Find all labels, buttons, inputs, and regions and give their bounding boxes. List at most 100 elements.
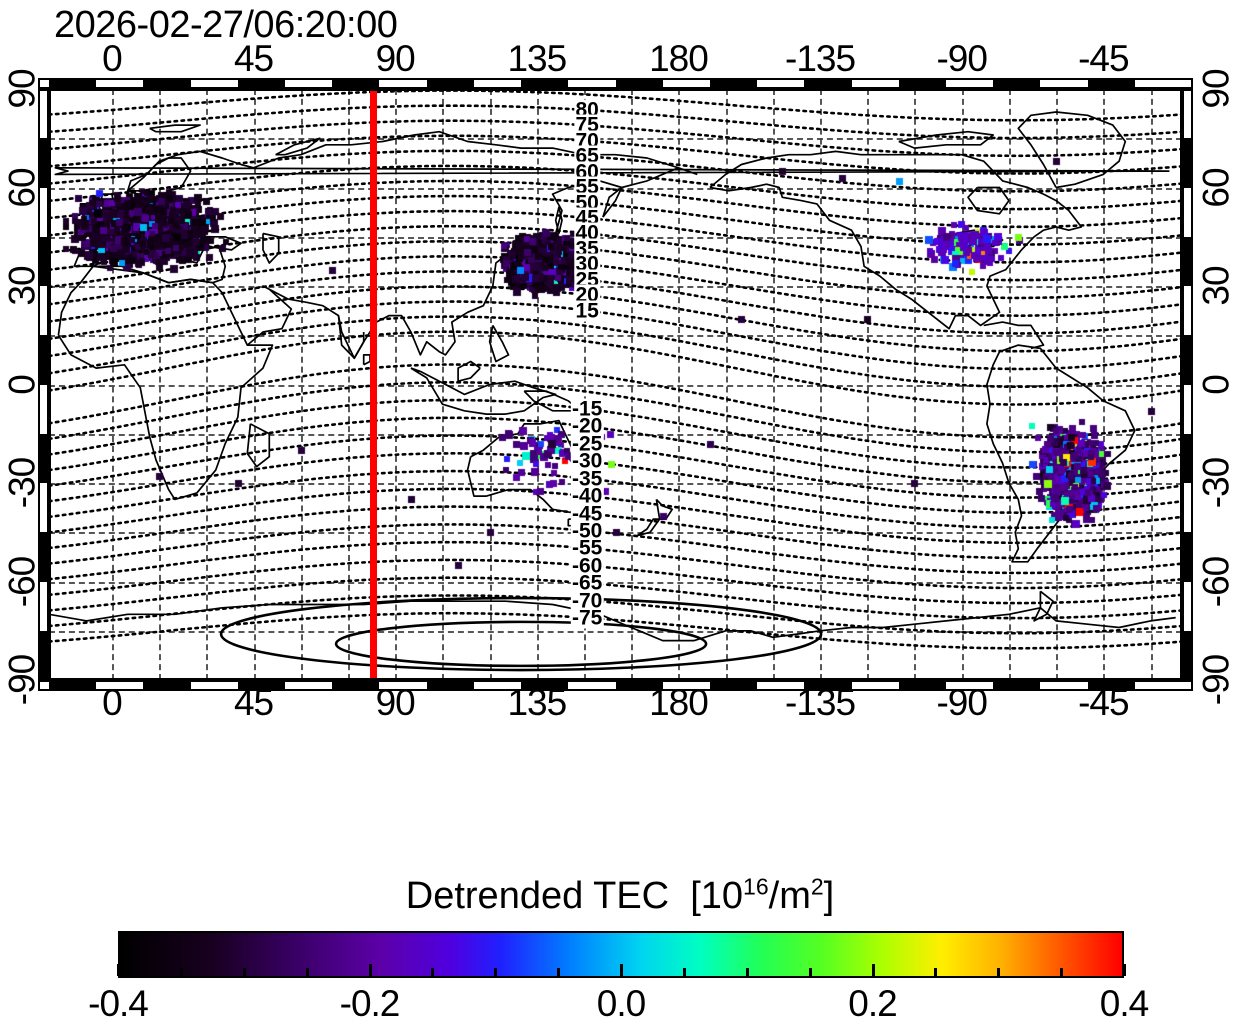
frame-segment (1184, 532, 1191, 582)
colorbar-tick-label: 0.0 (596, 983, 646, 1024)
frame-segment (804, 682, 852, 689)
colorbar-minor-tick (305, 968, 309, 976)
colorbar-minor-tick (179, 968, 183, 976)
frame-segment (40, 335, 47, 385)
geomagnetic-contour-label: -25 (570, 432, 604, 456)
x-tick-label: -135 (785, 38, 856, 79)
colorbar-minor-tick (431, 968, 435, 976)
frame-segment (143, 682, 191, 689)
colorbar-minor-tick (682, 968, 686, 976)
geomagnetic-contour-label: -40 (570, 484, 604, 508)
page-title: 2026-02-27/06:20:00 (54, 4, 398, 46)
geomagnetic-contour-label: 15 (574, 299, 600, 323)
y-tick-label: -30 (1, 457, 43, 509)
colorbar-title: Detrended TEC [1016/m2] (405, 873, 835, 917)
colorbar-tick (871, 964, 875, 976)
frame-segment (143, 80, 191, 87)
frame-segment (1184, 335, 1191, 385)
geomagnetic-contour-label: -55 (570, 536, 604, 560)
y-tick-label: 30 (1195, 266, 1237, 306)
colorbar-minor-tick (557, 968, 561, 976)
tec-data-points (49, 89, 1182, 680)
colorbar-minor-tick (934, 968, 938, 976)
frame-segment (1184, 630, 1191, 680)
y-tick-label: -90 (1195, 654, 1237, 706)
frame-segment (615, 682, 663, 689)
colorbar-units: [1016/m2] (690, 873, 835, 917)
y-tick-label: -90 (1, 654, 43, 706)
geomagnetic-contour-label: -45 (570, 502, 604, 525)
frame-segment (49, 682, 97, 689)
frame-segment (898, 80, 946, 87)
colorbar-tick-label: 0.2 (848, 983, 897, 1024)
frame-segment (521, 682, 569, 689)
geomagnetic-contour-label: -50 (570, 519, 604, 543)
colorbar-minor-tick (242, 968, 246, 976)
x-tick-label: 0 (102, 682, 123, 723)
y-tick-label: 90 (1, 69, 43, 109)
terminator-line (370, 89, 378, 680)
frame-segment (709, 682, 758, 689)
frame-segment (804, 80, 852, 87)
frame-segment (1087, 682, 1135, 689)
x-tick-label: 0 (102, 38, 123, 79)
frame-segment (1184, 433, 1191, 483)
colorbar-minor-tick (997, 968, 1001, 976)
geomagnetic-contour-label: -20 (570, 414, 604, 438)
geomagnetic-contour-label: -15 (570, 397, 604, 421)
colorbar-minor-tick (808, 968, 812, 976)
x-tick-label: -90 (936, 38, 987, 79)
frame-segment (615, 80, 663, 87)
frame-segment (40, 138, 47, 188)
colorbar-tick (1123, 964, 1126, 976)
x-tick-label: 45 (233, 38, 274, 79)
frame-segment (993, 682, 1041, 689)
tec-map-plot[interactable]: 80 75 70 65 60 55 50 45 40 35 30 25 20 15 -15 -20 -25 -30… (49, 89, 1182, 680)
x-tick-label: -45 (1078, 38, 1129, 79)
frame-segment (426, 682, 474, 689)
frame-segment (1184, 138, 1191, 188)
x-tick-label: 90 (375, 38, 416, 79)
frame-segment (426, 80, 474, 87)
geomagnetic-contour-label: -60 (570, 554, 604, 578)
y-tick-label: -60 (1, 556, 43, 607)
frame-segment (1184, 236, 1191, 286)
colorbar-tick-label: -0.4 (88, 983, 149, 1024)
colorbar-label-text: Detrended TEC (405, 875, 670, 917)
frame-segment (332, 682, 380, 689)
frame-segment (40, 532, 47, 582)
frame-segment (49, 80, 97, 87)
y-tick-label: 60 (1195, 167, 1237, 208)
frame-segment (40, 236, 47, 286)
x-tick-label: 135 (507, 38, 567, 79)
colorbar-minor-tick (1060, 968, 1064, 976)
y-tick-label: 0 (1195, 374, 1237, 395)
frame-segment (993, 80, 1041, 87)
frame-segment (40, 433, 47, 483)
colorbar-tick (368, 964, 372, 976)
colorbar-minor-tick (494, 968, 498, 976)
frame-segment (40, 630, 47, 680)
geomagnetic-contour-label: -75 (570, 606, 604, 630)
colorbar-tick-label: 0.4 (1099, 983, 1149, 1024)
colorbar-tick (117, 964, 120, 976)
geomagnetic-contour-label: -65 (570, 571, 604, 595)
y-tick-label: 60 (1, 167, 43, 208)
frame-segment (1087, 80, 1135, 87)
geomagnetic-contour-label: -30 (570, 449, 604, 473)
colorbar-tick (620, 964, 623, 976)
y-tick-label: 30 (1, 266, 43, 306)
geomagnetic-contour-label: -35 (570, 467, 604, 491)
geomagnetic-contour-label: -70 (570, 589, 604, 613)
frame-segment (332, 80, 380, 87)
y-tick-label: 90 (1195, 69, 1237, 109)
y-tick-label: -60 (1195, 556, 1237, 607)
frame-segment (898, 682, 946, 689)
y-tick-label: 0 (1, 374, 43, 395)
frame-segment (709, 80, 758, 87)
colorbar-tick-label: -0.2 (339, 983, 401, 1024)
frame-segment (237, 682, 286, 689)
x-tick-label: 180 (649, 38, 709, 79)
frame-segment (521, 80, 569, 87)
colorbar-minor-tick (745, 968, 749, 976)
